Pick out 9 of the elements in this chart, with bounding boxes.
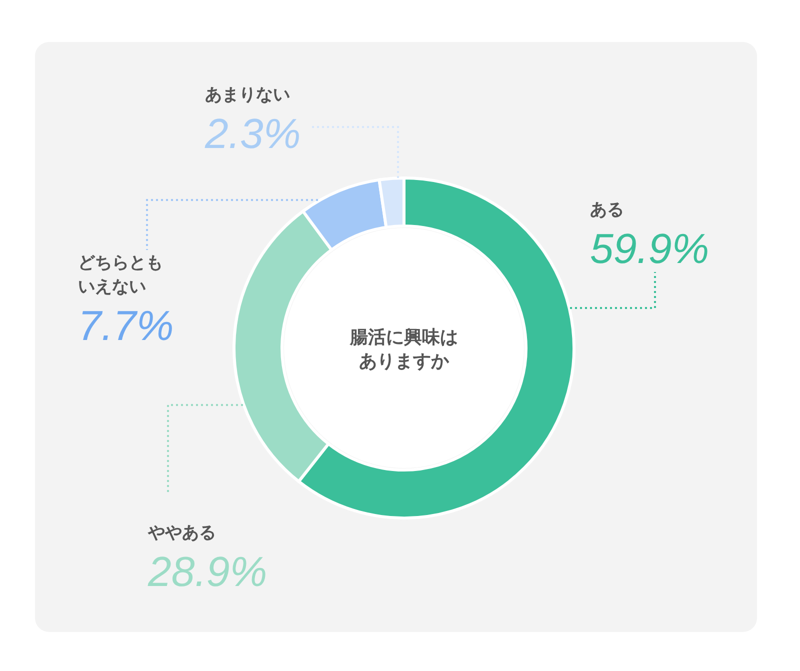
data-label: 7.7% — [78, 302, 174, 349]
data-label: 59.9% — [590, 225, 710, 272]
slice-label: どちらともいえない — [78, 253, 163, 297]
slice-label: ややある — [147, 523, 216, 543]
text: 腸活に興味はありますか — [349, 327, 458, 372]
data-label: 2.3% — [204, 110, 301, 157]
slice-label: あまりない — [205, 85, 290, 105]
data-label: 28.9% — [147, 548, 268, 595]
slice-label: ある — [590, 200, 624, 220]
